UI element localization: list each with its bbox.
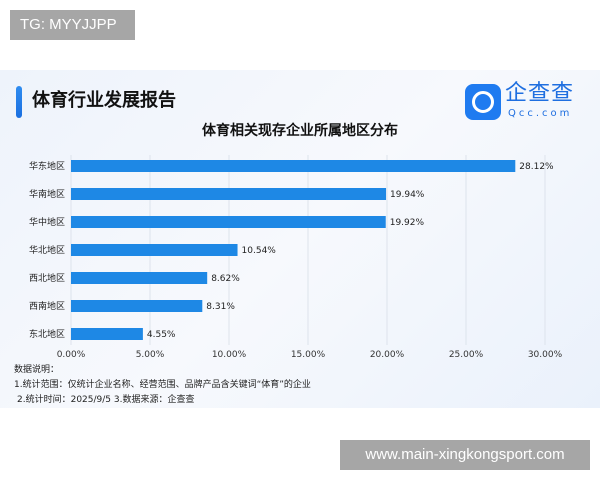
category-label: 西北地区 [29, 272, 65, 284]
bar [71, 160, 516, 172]
category-label: 华北地区 [29, 244, 65, 256]
qcc-logo-icon [465, 84, 501, 120]
notes-heading: 数据说明： [14, 365, 60, 375]
data-label: 19.94% [390, 190, 425, 200]
category-label: 华南地区 [29, 188, 65, 200]
x-tick-label: 10.00% [212, 350, 247, 360]
category-label: 华中地区 [29, 216, 65, 228]
bar [71, 328, 143, 340]
data-label: 8.31% [206, 302, 235, 312]
data-label: 19.92% [390, 218, 425, 228]
x-tick-label: 30.00% [528, 350, 563, 360]
note-scope: 1.统计范围：仅统计企业名称、经营范围、品牌产品含关键词“体育”的企业 [14, 380, 311, 390]
report-card [0, 70, 600, 408]
category-label: 东北地区 [29, 328, 65, 340]
chart-title: 体育相关现存企业所属地区分布 [202, 123, 398, 139]
x-tick-label: 20.00% [370, 350, 405, 360]
bar [71, 272, 208, 284]
x-tick-label: 15.00% [291, 350, 326, 360]
watermark-bottom: www.main-xingkongsport.com [340, 440, 590, 470]
data-label: 8.62% [211, 274, 240, 284]
bar [71, 216, 386, 228]
category-label: 华东地区 [29, 160, 65, 172]
data-label: 28.12% [519, 162, 554, 172]
report-title: 体育行业发展报告 [32, 90, 176, 111]
bar [71, 300, 203, 312]
note-time-source: 2.统计时间：2025/9/5 3.数据来源：企查查 [17, 395, 195, 405]
data-label: 4.55% [147, 330, 176, 340]
x-tick-label: 25.00% [449, 350, 484, 360]
bar [71, 188, 387, 200]
x-tick-label: 5.00% [136, 350, 165, 360]
watermark-top: TG: MYYJJPP [10, 10, 135, 40]
brand-name: 企查查 [505, 81, 575, 106]
bar [71, 244, 238, 256]
title-accent-bar [16, 86, 22, 118]
brand-sub: Qcc.com [508, 108, 573, 119]
category-label: 西南地区 [29, 300, 65, 312]
x-tick-label: 0.00% [57, 350, 86, 360]
data-label: 10.54% [242, 246, 277, 256]
